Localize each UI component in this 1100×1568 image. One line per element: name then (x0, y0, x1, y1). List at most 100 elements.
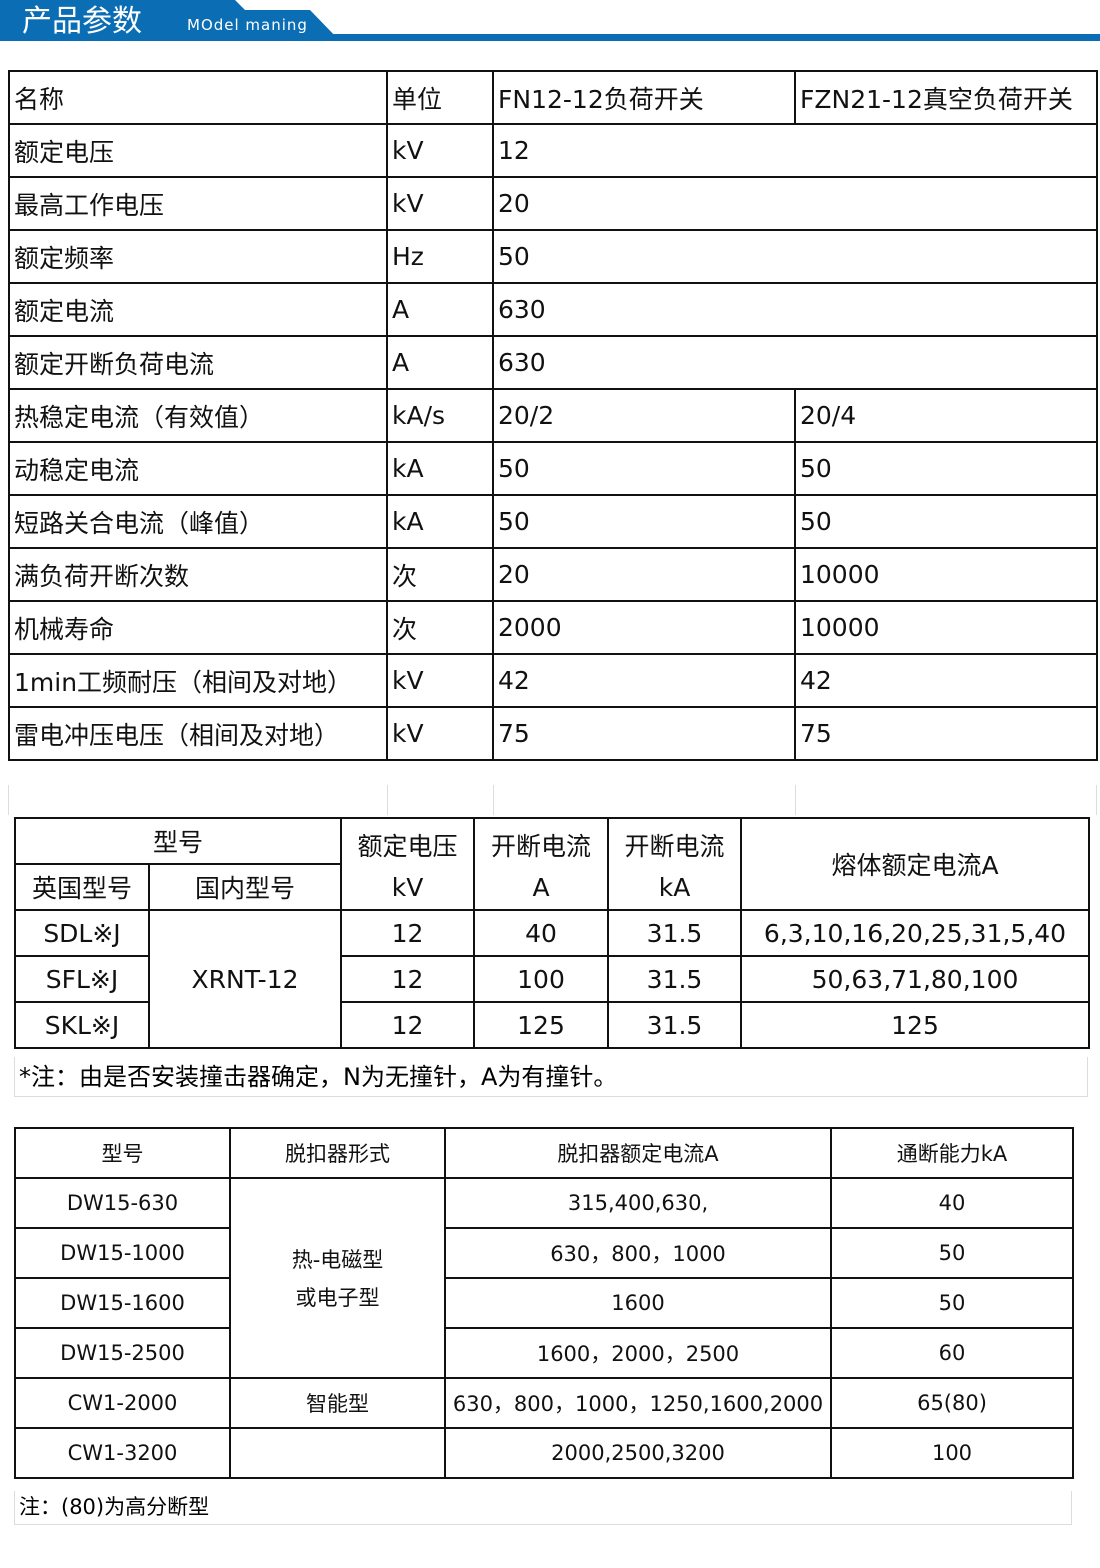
table-row: 动稳定电流 kA 50 50 (8, 441, 1098, 496)
cell-value-fn12: 20 (492, 547, 796, 602)
table-row: 1min工频耐压（相间及对地） kV 42 42 (8, 653, 1098, 708)
cell-name: 额定电流 (8, 282, 388, 337)
header-cell: 脱扣器额定电流A (444, 1127, 832, 1179)
cell-uk-model: SFL※J (14, 955, 150, 1003)
cell-break-a: 100 (473, 955, 610, 1003)
cell-break-ka: 31.5 (607, 955, 743, 1003)
cell-rated-current: 630，800，1000，1250,1600,2000 (444, 1377, 832, 1429)
cell-name: 雷电冲压电压（相间及对地） (8, 706, 388, 761)
header-cell: 名称 (8, 70, 388, 125)
table-row: SDL※J XRNT-12 12 40 31.5 6,3,10,16,20,25… (14, 909, 1091, 1049)
table-row: CW1-2000 智能型 630，800，1000，1250,1600,2000 65… (14, 1377, 1074, 1429)
header-label: 开断电流 (624, 831, 725, 861)
header-label: 额定电压 (357, 831, 458, 861)
cell-voltage: 12 (340, 955, 476, 1003)
cell-value-fn12: 50 (492, 494, 796, 549)
header-cell: FZN21-12真空负荷开关 (794, 70, 1098, 125)
table-row: 机械寿命次 2000 10000 (8, 600, 1098, 655)
cell-model: DW15-1000 (14, 1227, 231, 1279)
cell-capacity: 50 (830, 1227, 1074, 1279)
cell-model: DW15-1600 (14, 1277, 231, 1329)
cell-value: 20 (492, 176, 1098, 231)
cell-unit: kV (386, 176, 494, 231)
table-row: 短路关合电流（峰值） kA 50 50 (8, 494, 1098, 549)
cell-value-fn12: 20/2 (492, 388, 796, 443)
table-row: 额定频率 Hz 50 (8, 229, 1098, 284)
cell-value: 630 (492, 282, 1098, 337)
cell-model: CW1-2000 (14, 1377, 231, 1429)
cell-rated-current: 1600，2000，2500 (444, 1327, 832, 1379)
cell-value-fzn21: 42 (794, 653, 1098, 708)
cell-name: 热稳定电流（有效值） (8, 388, 388, 443)
table-row: DW15-1000 630，800，1000 50 (14, 1227, 1074, 1279)
cell-break-ka: 31.5 (607, 909, 743, 957)
header-label: 开断电流 (491, 831, 592, 861)
cell-fuse: 125 (740, 1001, 1091, 1049)
cell-value-fzn21: 10000 (794, 547, 1098, 602)
cell-unit: A (386, 282, 494, 337)
cell-capacity: 100 (830, 1427, 1074, 1479)
fuse-table-note: *注：由是否安装撞击器确定，N为无撞针，A为有撞针。 (14, 1057, 1088, 1097)
cell-unit: 次 (386, 600, 494, 655)
cell-value-fn12: 50 (492, 441, 796, 496)
cell-name: 额定电压 (8, 123, 388, 178)
table-row: 额定开断负荷电流 A 630 (8, 335, 1098, 390)
table-header-row: 型号 脱扣器形式 脱扣器额定电流A 通断能力kA (14, 1127, 1074, 1179)
header-unit: A (532, 872, 550, 902)
cell-capacity: 60 (830, 1327, 1074, 1379)
cell-name: 机械寿命 (8, 600, 388, 655)
table-row: 满负荷开断次数次 20 10000 (8, 547, 1098, 602)
cell-value-fzn21: 20/4 (794, 388, 1098, 443)
cell-voltage: 12 (340, 1001, 476, 1049)
cell-model: DW15-630 (14, 1177, 231, 1229)
header-cell: 脱扣器形式 (229, 1127, 446, 1179)
cell-rated-current: 1600 (444, 1277, 832, 1329)
load-switch-param-table: 名称 单位 FN12-12负荷开关 FZN21-12真空负荷开关 额定电压 kV 1… (8, 70, 1098, 761)
cell-unit: kV (386, 123, 494, 178)
cell-rated-current: 630，800，1000 (444, 1227, 832, 1279)
trip-type-line: 热-电磁型 (291, 1248, 384, 1272)
cell-name: 1min工频耐压（相间及对地） (8, 653, 388, 708)
cell-value-fn12: 2000 (492, 600, 796, 655)
cell-trip-type (229, 1427, 446, 1479)
trip-type-line: 或电子型 (295, 1286, 380, 1310)
header-cell: 单位 (386, 70, 494, 125)
table-header-row: 英国型号 国内型号 (14, 863, 1089, 911)
header-cell: 国内型号 (147, 863, 343, 911)
breaker-table: 型号 脱扣器形式 脱扣器额定电流A 通断能力kA DW15-630 热-电磁型 或电… (14, 1127, 1074, 1479)
header-cell: 型号 (13, 817, 343, 865)
cell-unit: kA (386, 494, 494, 549)
table-row: SFL※J 12 100 31.5 50,63,71,80,100 (14, 955, 1091, 1003)
cell-fuse: 50,63,71,80,100 (740, 955, 1091, 1003)
cell-unit: Hz (386, 229, 494, 284)
empty-row (8, 785, 1097, 815)
cell-value: 50 (492, 229, 1098, 284)
cell-unit: kV (386, 706, 494, 761)
cell-model: CW1-3200 (14, 1427, 231, 1479)
header-cell: 开断电流 A (473, 817, 610, 911)
section-title: 产品参数 (22, 4, 142, 39)
table-row: 雷电冲压电压（相间及对地） kV 75 75 (8, 706, 1098, 761)
cell-break-a: 40 (473, 909, 610, 957)
table-row: SKL※J 12 125 31.5 125 (14, 1001, 1091, 1049)
header-cell: 型号 (14, 1127, 231, 1179)
header-cell: 英国型号 (14, 863, 150, 911)
header-cell: 额定电压 kV (340, 817, 476, 911)
cell-uk-model: SDL※J (14, 909, 150, 957)
cell-unit: kA (386, 441, 494, 496)
header-cell: 通断能力kA (830, 1127, 1074, 1179)
cell-value-fzn21: 50 (794, 441, 1098, 496)
header-cell: 开断电流 kA (607, 817, 743, 911)
table-row: DW15-2500 1600，2000，2500 60 (14, 1327, 1074, 1379)
cell-name: 短路关合电流（峰值） (8, 494, 388, 549)
table-row: 额定电流 A 630 (8, 282, 1098, 337)
cell-capacity: 65(80) (830, 1377, 1074, 1429)
cell-trip-type: 热-电磁型或电子型 (229, 1177, 446, 1379)
cell-name: 动稳定电流 (8, 441, 388, 496)
cell-model: DW15-2500 (14, 1327, 231, 1379)
table-row: CW1-3200 2000,2500,3200 100 (14, 1427, 1074, 1479)
cell-value-fzn21: 50 (794, 494, 1098, 549)
table-header-row: 名称 单位 FN12-12负荷开关 FZN21-12真空负荷开关 (8, 70, 1098, 125)
fuse-table: 型号 额定电压 kV 开断电流 A 开断电流 kA 熔体额定电流A 英国型号 国内型号… (13, 817, 1091, 1049)
